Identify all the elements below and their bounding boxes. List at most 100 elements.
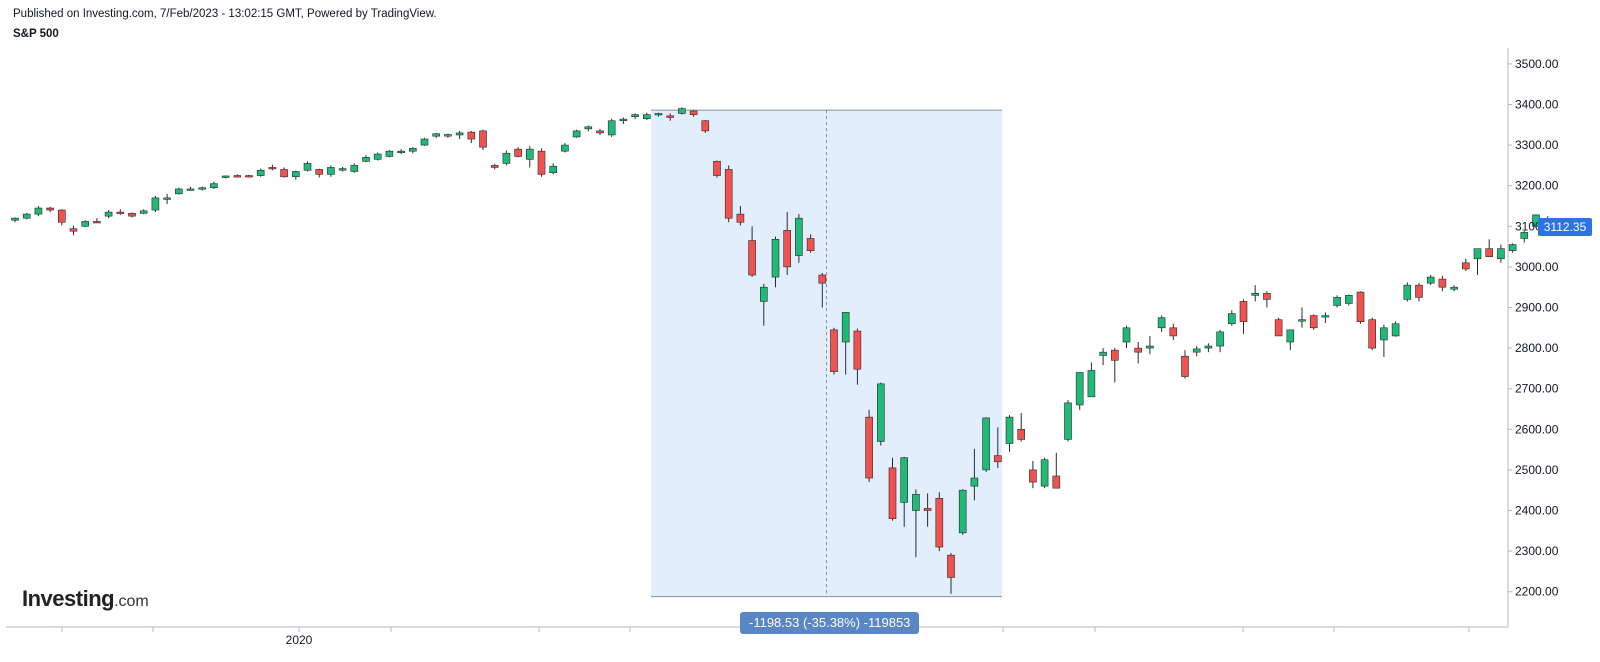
candle-body <box>1485 248 1493 258</box>
candle-body <box>1473 248 1482 260</box>
candle-body <box>151 197 160 211</box>
candle-body <box>408 148 417 152</box>
measure-region <box>651 110 1002 597</box>
candle-body <box>666 115 675 118</box>
candle-body <box>338 168 347 171</box>
candle-body <box>830 329 838 372</box>
candle-body <box>1356 291 1365 323</box>
candle-body <box>1438 278 1447 288</box>
y-tick-label: 2300.00 <box>1515 544 1559 558</box>
candle-body <box>280 169 288 178</box>
candle-body <box>1228 313 1236 325</box>
candle-body <box>1087 370 1096 398</box>
candle-body <box>479 130 487 148</box>
candle-body <box>1029 469 1037 483</box>
candle-body <box>1251 292 1259 296</box>
candle-body <box>1274 319 1283 337</box>
candle-body <box>198 187 206 190</box>
candle-body <box>561 144 569 152</box>
candle-body <box>11 217 19 221</box>
candle-body <box>853 330 862 370</box>
candle-body <box>467 131 476 140</box>
y-tick-label: 3200.00 <box>1515 179 1559 193</box>
candle-body <box>175 188 183 195</box>
candle-body <box>303 163 312 171</box>
logo-suffix: .com <box>114 593 149 610</box>
candle-body <box>631 114 639 117</box>
candle-body <box>1075 372 1084 406</box>
candle-body <box>1204 345 1213 349</box>
candle-body <box>93 221 101 224</box>
candle-body <box>490 165 499 168</box>
candle-body <box>795 217 803 256</box>
candle-body <box>139 210 148 214</box>
candle-body <box>771 238 780 278</box>
candles-group <box>11 107 1552 594</box>
candle-body <box>1508 244 1517 251</box>
candle-body <box>34 207 43 215</box>
candle-body <box>315 169 324 175</box>
candle-body <box>1239 301 1248 323</box>
candle-body <box>1462 262 1470 270</box>
candle-body <box>1157 317 1166 329</box>
y-axis-ticks: 3500.003400.003300.003200.003100.003000.… <box>1508 57 1559 599</box>
candle-body <box>689 110 698 115</box>
candle-body <box>1415 284 1423 298</box>
candle-body <box>1040 459 1049 487</box>
candle-body <box>502 152 511 164</box>
candle-body <box>1403 284 1412 300</box>
candle-body <box>935 498 944 548</box>
candle-body <box>104 211 113 217</box>
candle-body <box>1520 232 1529 239</box>
candle-body <box>584 126 593 130</box>
candle-body <box>186 188 195 191</box>
candle-body <box>783 230 792 268</box>
candle-body <box>1064 402 1072 440</box>
symbol-title: S&P 500 <box>13 28 59 40</box>
candle-body <box>970 477 979 487</box>
candle-body <box>958 489 967 534</box>
candle-body <box>233 175 242 178</box>
candle-body <box>81 221 89 227</box>
candle-body <box>350 165 359 172</box>
candle-body <box>701 120 710 132</box>
candle-body <box>1134 347 1142 353</box>
candle-body <box>1333 297 1341 306</box>
candle-body <box>116 211 125 214</box>
candle-body <box>362 156 370 162</box>
candle-body <box>900 457 909 503</box>
y-tick-label: 3500.00 <box>1515 57 1559 71</box>
candle-body <box>537 150 546 175</box>
candle-body <box>619 118 628 122</box>
logo-brand: Investing <box>22 586 115 611</box>
candle-body <box>1111 349 1119 361</box>
candle-body <box>1309 315 1318 329</box>
candle-body <box>1450 286 1458 290</box>
candle-body <box>444 134 452 137</box>
candle-body <box>1286 329 1295 343</box>
candle-body <box>163 197 171 200</box>
candle-body <box>128 213 136 217</box>
investing-logo: Investing.com <box>22 586 149 612</box>
candle-body <box>748 240 756 276</box>
candle-body <box>1368 319 1376 349</box>
candle-body <box>947 554 955 578</box>
candle-body <box>912 493 920 511</box>
candle-body <box>982 417 990 471</box>
candle-body <box>1391 323 1400 337</box>
candle-body <box>1321 315 1330 318</box>
candle-body <box>759 286 768 302</box>
candle-body <box>806 238 815 251</box>
candle-body <box>69 228 78 232</box>
candle-body <box>432 133 441 137</box>
candle-body <box>525 148 534 160</box>
last-price-badge: 3112.35 <box>1538 218 1592 236</box>
candle-body <box>256 169 265 176</box>
published-info: Published on Investing.com, 7/Feb/2023 -… <box>13 8 437 20</box>
candle-body <box>373 153 382 160</box>
y-tick-label: 2600.00 <box>1515 422 1559 436</box>
candle-body <box>888 467 897 519</box>
candle-body <box>713 161 721 176</box>
candle-body <box>865 416 873 479</box>
